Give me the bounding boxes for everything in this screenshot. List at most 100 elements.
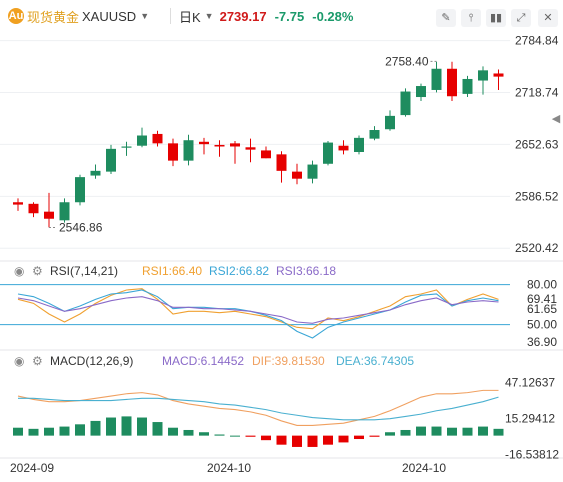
macd-histogram-bar: [307, 435, 318, 447]
period-chevron-icon[interactable]: ▼: [204, 11, 214, 21]
macd-tick-label: 15.29412: [505, 411, 555, 425]
close-icon[interactable]: ✕: [538, 9, 558, 27]
macd-tick-label: 47.12637: [505, 375, 555, 389]
candle-body: [369, 130, 380, 139]
indicator-icon[interactable]: ▮▮: [486, 9, 506, 27]
candle-body: [75, 177, 85, 203]
candle-body: [431, 68, 442, 90]
macd-histogram-bar: [431, 426, 442, 436]
chevron-down-icon[interactable]: ▼: [140, 11, 150, 21]
rsi-tick-label: 69.41: [527, 292, 557, 306]
rsi-tick-label: 50.00: [527, 318, 557, 332]
macd-histogram-bar: [276, 435, 287, 445]
last-price: 2739.17: [219, 8, 267, 24]
candle-body: [152, 133, 163, 144]
candle-body: [323, 142, 333, 164]
price-change: -7.75: [274, 8, 305, 24]
candle-body: [307, 164, 318, 179]
candle-body: [245, 147, 256, 150]
macd-histogram-bar: [44, 427, 54, 436]
time-axis: 2024-09 2024-10 2024-10: [10, 461, 446, 475]
eye-icon: ◉: [14, 264, 24, 278]
macd-legend-item: DEA:36.74305: [336, 354, 414, 368]
header-divider: [170, 8, 171, 24]
symbol-name: 现货黄金: [27, 9, 80, 25]
chevron-left-icon[interactable]: ◀: [551, 113, 561, 125]
candle-body: [261, 150, 271, 159]
candle-body: [276, 154, 287, 171]
candle-body: [462, 78, 473, 94]
candle-body: [199, 141, 209, 145]
macd-histogram-bar: [199, 432, 209, 436]
candle-body: [121, 146, 132, 148]
candle-body: [416, 86, 426, 98]
period-selector[interactable]: 日K: [179, 9, 201, 25]
candle-body: [59, 202, 70, 221]
macd-histogram-bar: [245, 435, 256, 437]
candle-type-icon[interactable]: ⫯: [461, 9, 481, 27]
macd-histogram-bar: [462, 427, 473, 436]
macd-histogram-bar: [292, 435, 302, 447]
candlestick-series: 2758.40 2546.86: [13, 54, 504, 234]
settings-icon: ⚙: [32, 264, 43, 278]
macd-histogram-bar: [400, 429, 411, 436]
price-tick-label: 2652.63: [515, 137, 559, 151]
macd-histogram-bar: [13, 427, 23, 436]
macd-histogram-bar: [90, 420, 101, 436]
macd-histogram-bar: [385, 432, 395, 436]
rsi-tick-label: 61.65: [527, 302, 557, 316]
candle-body: [28, 203, 39, 214]
candle-body: [478, 70, 488, 81]
macd-histogram-bar: [416, 426, 426, 436]
time-tick-label: 2024-09: [10, 461, 54, 475]
macd-histogram-bar: [230, 435, 240, 437]
candle-body: [493, 73, 504, 77]
draw-pen-icon[interactable]: ✎: [436, 9, 456, 27]
macd-tick-label: -16.53812: [505, 447, 559, 461]
macd-histogram-bar: [261, 435, 271, 441]
macd-eye-icon: ◉: [14, 354, 24, 368]
candle-body: [338, 145, 349, 151]
rsi-legend-item: RSI3:66.18: [276, 264, 336, 278]
macd-histogram-bar: [493, 428, 504, 436]
chart-header: Au 现货黄金 XAUUSD ▼ 日K ▼ 2739.17 -7.75 -0.2…: [0, 0, 563, 32]
macd-histogram-bar: [183, 429, 194, 436]
macd-histogram-bar: [478, 426, 488, 436]
low-annotation: 2546.86: [59, 220, 103, 234]
candle-body: [106, 148, 116, 172]
time-tick-label: 2024-10: [207, 461, 251, 475]
fullscreen-icon[interactable]: ⤢: [511, 9, 531, 27]
macd-histogram-bar: [369, 435, 380, 437]
price-tick-label: 2718.74: [515, 86, 559, 100]
macd-label: MACD(12,26,9): [50, 354, 133, 368]
rsi-line-rsi3: [17, 296, 499, 324]
candle-body: [385, 115, 395, 130]
macd-histogram-bar: [323, 435, 333, 445]
high-annotation: 2758.40: [385, 54, 429, 68]
price-tick-label: 2586.52: [515, 189, 559, 203]
macd-legend-item: DIF:39.81530: [252, 354, 325, 368]
symbol-code: XAUUSD: [82, 8, 137, 24]
candle-body: [214, 144, 225, 147]
macd-histogram-bar: [121, 416, 132, 436]
rsi-tick-label: 36.90: [527, 335, 557, 349]
candle-body: [230, 143, 240, 147]
candle-body: [447, 68, 457, 97]
symbol-box[interactable]: Au 现货黄金 XAUUSD ▼: [8, 6, 149, 26]
price-tick-label: 2520.42: [515, 241, 559, 255]
rsi-legend-item: RSI1:66.40: [142, 264, 202, 278]
macd-histogram-bar: [168, 427, 178, 436]
candle-body: [183, 140, 194, 161]
macd-histogram-bar: [75, 424, 85, 436]
macd-histogram-bar: [152, 422, 163, 436]
rsi-legend-item: RSI2:66.82: [209, 264, 269, 278]
rsi-line-rsi1: [17, 288, 499, 330]
dea-line: [18, 396, 499, 421]
macd-histogram-bar: [447, 427, 457, 436]
candle-body: [400, 91, 411, 116]
macd-histogram-bar: [106, 417, 116, 436]
dif-line: [17, 389, 499, 426]
macd-histogram-bar: [214, 434, 225, 436]
